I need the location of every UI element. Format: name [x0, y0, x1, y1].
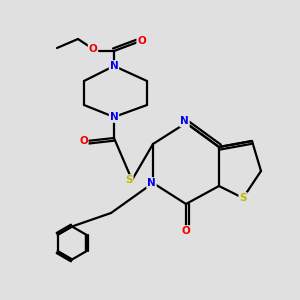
Text: N: N: [147, 178, 156, 188]
Text: O: O: [88, 44, 98, 55]
Text: N: N: [110, 112, 118, 122]
Text: N: N: [110, 61, 118, 71]
Text: S: S: [125, 175, 133, 185]
Text: O: O: [79, 136, 88, 146]
Text: N: N: [180, 116, 189, 127]
Text: O: O: [137, 35, 146, 46]
Text: S: S: [239, 193, 247, 203]
Text: O: O: [182, 226, 190, 236]
